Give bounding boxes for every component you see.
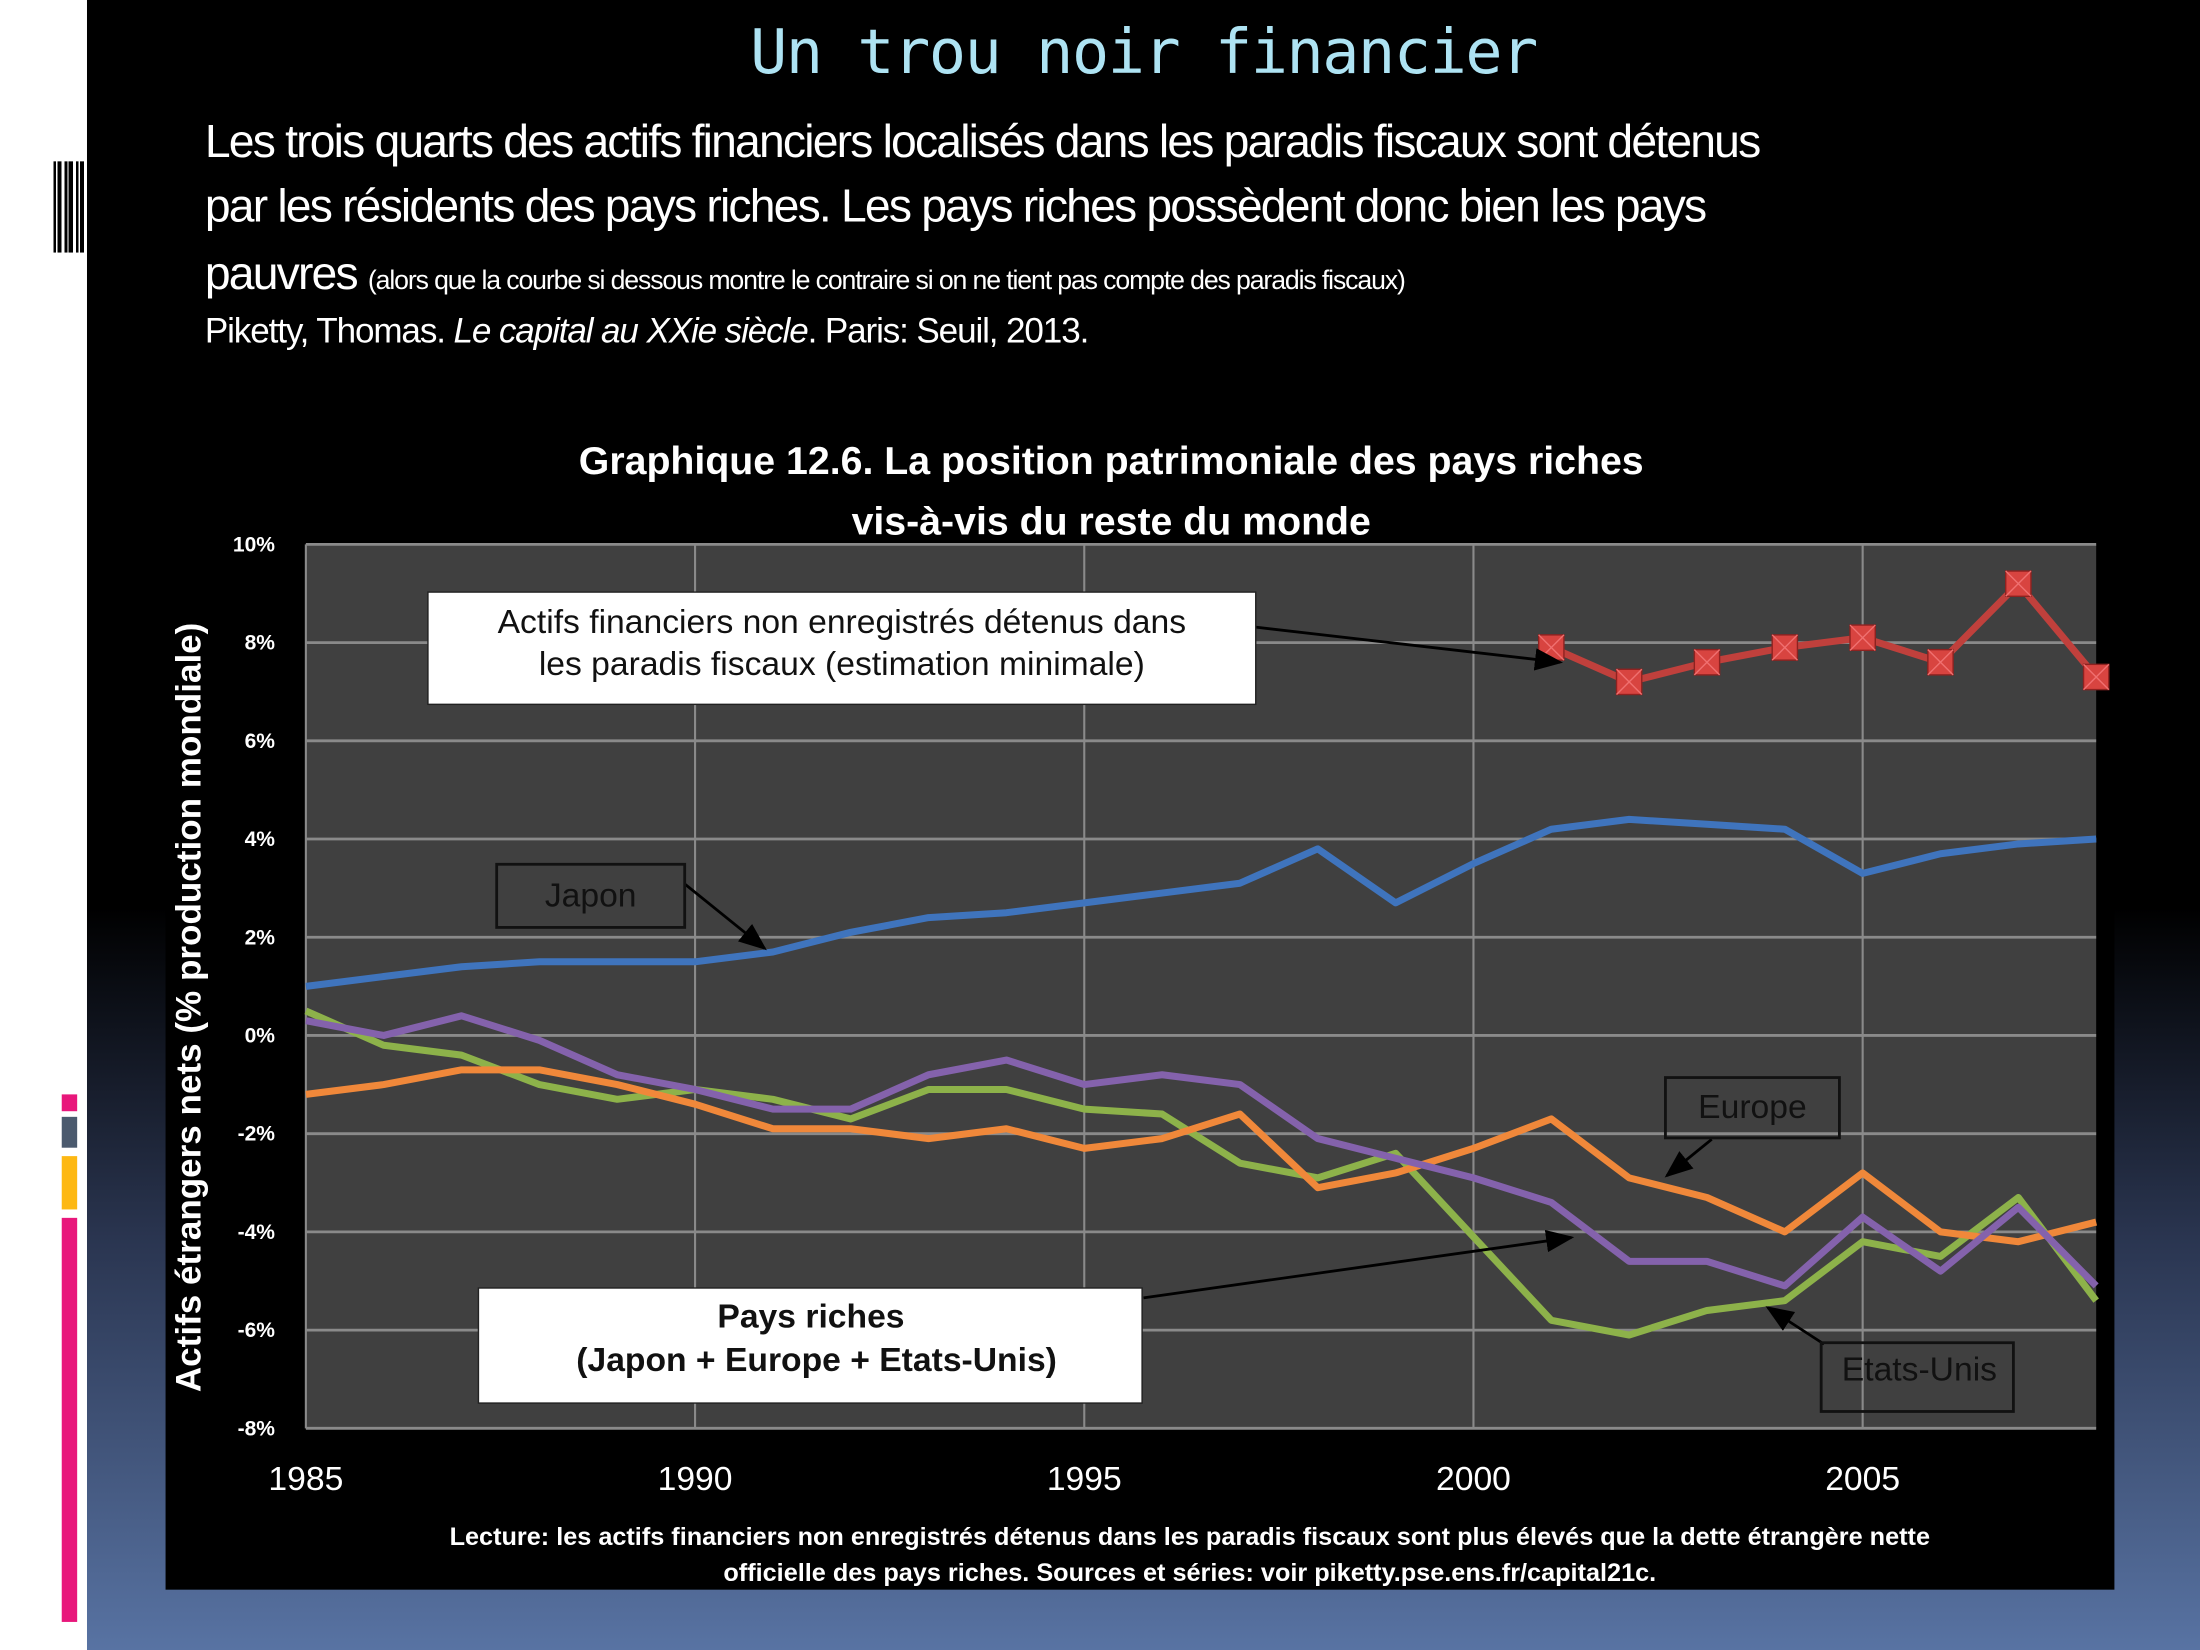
y-tick-label: 4% <box>245 828 276 851</box>
x-tick-label: 2000 <box>1436 1461 1511 1498</box>
offshore-arrow <box>1255 625 1563 671</box>
body-line-3-text: pauvres <box>204 246 359 299</box>
europe-arrow <box>1664 1138 1713 1178</box>
y-tick-label: 0% <box>245 1024 276 1047</box>
decorative-bar-yellow <box>61 1156 78 1210</box>
offshore-label-line-2: les paradis fiscaux (estimation minimale… <box>539 646 1145 683</box>
offshore-label-box <box>427 591 1257 706</box>
japon-label: Japon <box>545 877 637 914</box>
offshore-marker-facet <box>1849 624 1876 651</box>
body-line-3: pauvres (alors que la courbe si dessous … <box>204 246 1406 300</box>
x-tick-label: 1990 <box>658 1461 733 1498</box>
offshore-marker-facet <box>1771 634 1798 661</box>
chart-title-line-2: vis-à-vis du reste du monde <box>852 500 1371 544</box>
series-line-europe <box>305 1066 2098 1246</box>
y-tick-label: -8% <box>238 1417 276 1440</box>
offshore-marker-facet <box>1616 668 1643 696</box>
offshore-label-line-1: Actifs financiers non enregistrés détenu… <box>498 604 1186 641</box>
series-line-pays-riches <box>304 1007 2099 1339</box>
series-line-etats-unis <box>305 1012 2099 1290</box>
etats-unis-label-box <box>1819 1341 2015 1413</box>
decorative-bar-pink <box>61 1094 78 1112</box>
x-tick-label: 2005 <box>1825 1461 1900 1498</box>
offshore-marker-facet <box>2005 570 2032 597</box>
etats-unis-label: Etats-Unis <box>1842 1352 1997 1389</box>
x-tick-label: 1985 <box>268 1461 343 1498</box>
citation-publisher: . Paris: Seuil, 2013. <box>807 311 1090 351</box>
etats-unis-arrow <box>1765 1306 1825 1346</box>
decorative-stripes <box>50 161 87 253</box>
pays-riches-label-line-2: (Japon + Europe + Etats-Unis) <box>576 1342 1057 1379</box>
decorative-bar-gray <box>61 1116 78 1148</box>
x-tick-label: 1995 <box>1047 1461 1122 1498</box>
citation-title: Le capital au XXie siècle <box>453 311 808 351</box>
chart-note-line-2: officielle des pays riches. Sources et s… <box>723 1559 1656 1587</box>
slide-title: Un trou noir financier <box>750 16 1538 89</box>
y-tick-label: -4% <box>238 1221 276 1244</box>
body-line-1: Les trois quarts des actifs financiers l… <box>204 115 1761 167</box>
citation: Piketty, Thomas. Le capital au XXie sièc… <box>204 311 1090 352</box>
body-line-2: par les résidents des pays riches. Les p… <box>204 179 1707 232</box>
decorative-bar-pink-long <box>61 1217 78 1622</box>
pays-riches-label-box <box>477 1287 1143 1404</box>
pays-riches-label-line-1: Pays riches <box>717 1298 904 1335</box>
citation-author: Piketty, Thomas. <box>204 311 446 351</box>
japon-label-box <box>495 862 687 929</box>
japon-arrow <box>683 882 767 951</box>
chart-title-line-1: Graphique 12.6. La position patrimoniale… <box>579 439 1644 483</box>
body-note: (alors que la courbe si dessous montre l… <box>367 266 1406 297</box>
y-tick-label: 2% <box>245 926 276 949</box>
pays-riches-arrow <box>1143 1229 1575 1300</box>
offshore-marker-facet <box>2083 663 2110 691</box>
y-tick-label: -6% <box>238 1319 276 1342</box>
y-tick-label: -2% <box>238 1123 276 1146</box>
y-tick-label: 8% <box>245 632 276 655</box>
chart-note-line-1: Lecture: les actifs financiers non enreg… <box>450 1523 1930 1551</box>
y-tick-label: 6% <box>245 730 276 753</box>
y-axis-label: Actifs étrangers nets (% production mond… <box>170 623 209 1393</box>
europe-label-box <box>1664 1076 1841 1140</box>
offshore-marker-facet <box>1693 649 1721 676</box>
europe-label: Europe <box>1698 1089 1807 1126</box>
y-tick-label: 10% <box>233 533 275 556</box>
series-line-japon <box>305 815 2097 990</box>
offshore-marker-facet <box>1927 649 1954 676</box>
